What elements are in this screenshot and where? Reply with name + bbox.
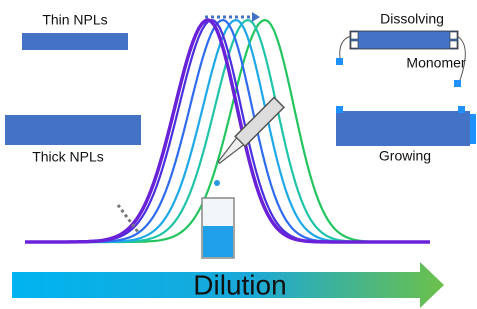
monomer-dot bbox=[336, 58, 343, 65]
thin-npl bbox=[22, 33, 128, 50]
figure: Thin NPLs Thick NPLs Dissolving Monomer … bbox=[0, 0, 477, 309]
thick-label: Thick NPLs bbox=[32, 149, 104, 165]
growing-label: Growing bbox=[379, 148, 431, 164]
monomer-dot bbox=[454, 80, 461, 87]
thick-npl bbox=[5, 115, 141, 145]
growth-layer bbox=[470, 114, 476, 144]
thin-label: Thin NPLs bbox=[42, 12, 107, 28]
shift-arrow-head bbox=[252, 12, 260, 22]
growing-npl bbox=[336, 111, 470, 146]
solution bbox=[203, 226, 233, 257]
droplet bbox=[214, 180, 220, 186]
dissolving-label: Dissolving bbox=[380, 11, 444, 27]
dilution-label: Dilution bbox=[193, 269, 286, 300]
dissolving-npl bbox=[350, 31, 458, 49]
monomer-label: Monomer bbox=[406, 55, 465, 71]
